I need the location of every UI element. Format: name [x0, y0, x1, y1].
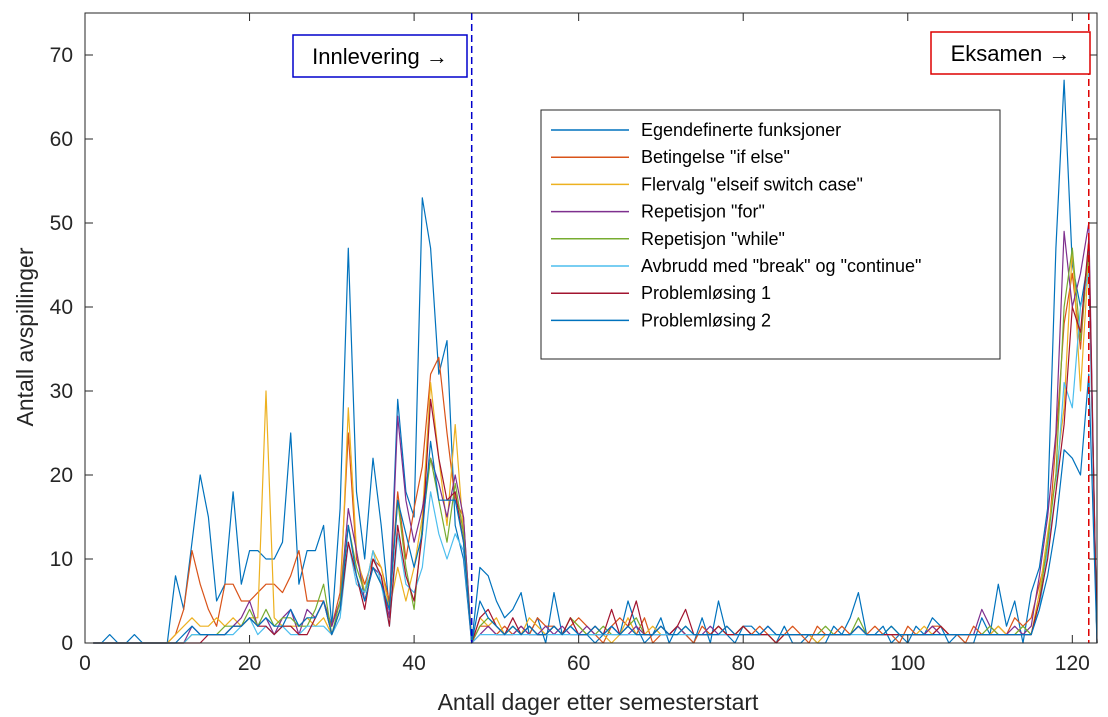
legend[interactable]: Egendefinerte funksjoner Betingelse "if e… [540, 109, 1001, 360]
legend-label: Flervalg "elseif switch case" [641, 174, 863, 194]
legend-label: Egendefinerte funksjoner [641, 120, 841, 140]
x-tick-label: 100 [890, 652, 925, 675]
plot-frame [84, 12, 1098, 644]
x-tick-label: 0 [79, 652, 91, 675]
x-tick-label: 120 [1055, 652, 1090, 675]
legend-label: Repetisjon "for" [641, 202, 765, 222]
legend-label: Problemløsing 2 [641, 310, 771, 330]
legend-entry-1[interactable]: Egendefinerte funksjoner [551, 120, 841, 140]
x-axis-title: Antall dager etter semesterstart [438, 689, 759, 715]
x-tick-label: 20 [238, 652, 261, 675]
legend-entry-6[interactable]: Avbrudd med "break" og "continue" [551, 256, 921, 276]
legend-entry-8[interactable]: Problemløsing 2 [551, 310, 771, 330]
axes: 0 20 40 60 80 100 120 0 10 20 30 40 50 60 70 [50, 12, 1098, 675]
annotation-text: Eksamen → [951, 41, 1071, 66]
x-tick-label: 40 [402, 652, 425, 675]
y-axis-title: Antall avspillinger [12, 247, 38, 426]
annotation-box [930, 31, 1091, 75]
y-tick-label: 10 [50, 548, 73, 571]
annotation-box [292, 34, 468, 78]
legend-entry-5[interactable]: Repetisjon "while" [551, 229, 785, 249]
legend-entry-2[interactable]: Betingelse "if else" [551, 147, 790, 167]
y-tick-label: 30 [50, 380, 73, 403]
series-layer [93, 79, 1098, 644]
series-line-8 [93, 373, 1098, 644]
x-tick-label: 60 [567, 652, 590, 675]
x-tick-label: 80 [732, 652, 755, 675]
legend-label: Problemløsing 1 [641, 283, 771, 303]
legend-entry-3[interactable]: Flervalg "elseif switch case" [551, 174, 863, 194]
y-tick-label: 60 [50, 128, 73, 151]
annotations: Innlevering → Eksamen → [292, 31, 1091, 78]
y-tick-label: 0 [61, 632, 73, 655]
legend-label: Repetisjon "while" [641, 229, 785, 249]
marker-lines [470, 13, 1090, 643]
y-tick-label: 50 [50, 212, 73, 235]
y-tick-label: 20 [50, 464, 73, 487]
annotation-1: Innlevering → [292, 34, 468, 78]
annotation-text: Innlevering → [312, 44, 448, 69]
y-tick-label: 70 [50, 44, 73, 67]
legend-label: Avbrudd med "break" og "continue" [641, 256, 921, 276]
legend-entry-4[interactable]: Repetisjon "for" [551, 202, 765, 222]
y-tick-label: 40 [50, 296, 73, 319]
legend-box [540, 109, 1001, 360]
annotation-2: Eksamen → [930, 31, 1091, 75]
legend-label: Betingelse "if else" [641, 147, 790, 167]
legend-entry-7[interactable]: Problemløsing 1 [551, 283, 771, 303]
